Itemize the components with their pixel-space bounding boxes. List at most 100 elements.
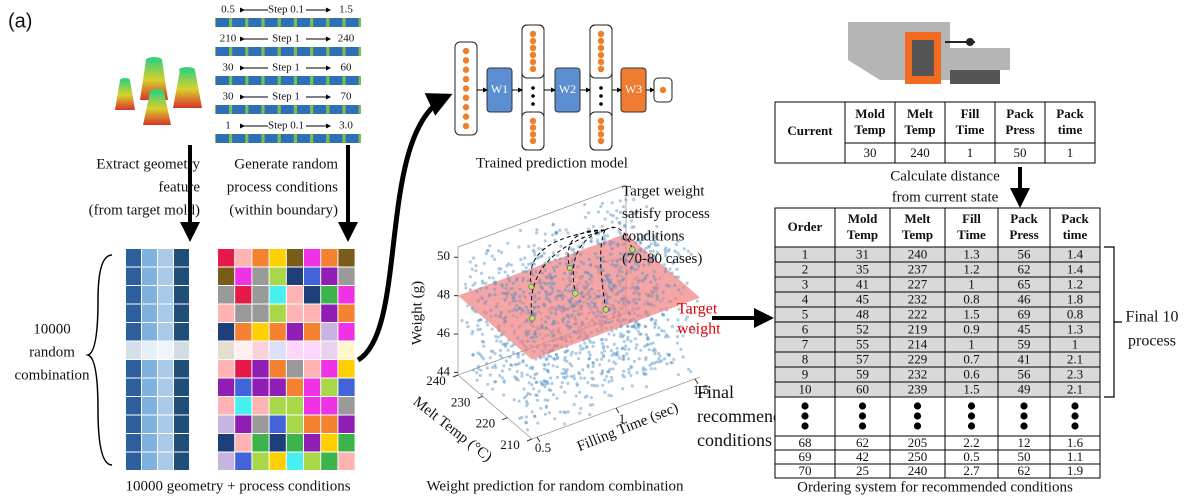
plot-annotation: Target weight xyxy=(622,183,705,199)
cell-value: 7 xyxy=(802,336,809,351)
sample-point xyxy=(631,384,634,387)
sample-point xyxy=(552,357,555,360)
neuron xyxy=(530,45,536,51)
column-header: Melt xyxy=(907,106,934,121)
ellipsis xyxy=(1020,412,1027,419)
sample-point xyxy=(615,209,618,212)
sample-point xyxy=(510,293,513,296)
sample-point xyxy=(653,287,656,290)
geometry-cell xyxy=(158,268,173,286)
sample-point xyxy=(526,309,529,312)
sample-point xyxy=(494,366,497,369)
neuron xyxy=(598,118,604,124)
sample-point xyxy=(583,377,586,380)
geometry-cell xyxy=(142,342,157,360)
sample-point xyxy=(572,248,575,251)
slider-cell xyxy=(313,76,326,85)
sample-point xyxy=(666,318,669,321)
sample-point xyxy=(525,421,528,424)
sample-point xyxy=(653,361,656,364)
plot-annotation: conditions xyxy=(622,228,685,244)
sample-point xyxy=(504,316,507,319)
neuron xyxy=(530,124,536,130)
process-cell xyxy=(321,453,337,471)
column-header: Temp xyxy=(902,227,933,242)
sample-point xyxy=(614,362,617,365)
sample-point xyxy=(560,385,563,388)
sample-point xyxy=(495,305,498,308)
sample-point xyxy=(620,289,623,292)
sample-point xyxy=(592,311,595,314)
sample-point xyxy=(466,321,469,324)
y-tick xyxy=(453,375,458,377)
cell-value: 1 xyxy=(1067,145,1074,160)
sample-point xyxy=(608,359,611,362)
sample-point xyxy=(552,364,555,367)
sample-point xyxy=(552,251,555,254)
slider-min: 30 xyxy=(223,62,235,74)
sample-point xyxy=(545,294,548,297)
process-cell xyxy=(287,323,303,341)
sample-point xyxy=(563,391,566,394)
sample-point xyxy=(625,352,628,355)
sample-point xyxy=(589,353,592,356)
slider-cell xyxy=(265,18,278,27)
sample-point xyxy=(600,351,603,354)
sample-point xyxy=(504,320,507,323)
cell-value: 1 xyxy=(1072,336,1079,351)
sample-point xyxy=(600,372,603,375)
sample-point xyxy=(499,354,502,357)
cell-value: 25 xyxy=(856,463,869,478)
sample-point xyxy=(485,252,488,255)
sample-point xyxy=(507,277,510,280)
sample-point xyxy=(572,309,575,312)
sample-point xyxy=(550,331,553,334)
ellipsis xyxy=(968,412,975,419)
sample-point xyxy=(510,287,513,290)
process-cell xyxy=(235,379,251,397)
sample-point xyxy=(609,281,612,284)
sample-point xyxy=(634,337,637,340)
geometry-cell xyxy=(158,360,173,378)
sample-point xyxy=(653,322,656,325)
process-cell xyxy=(218,360,234,378)
slider-cell xyxy=(297,18,310,27)
process-cell xyxy=(270,379,286,397)
sample-point xyxy=(653,326,656,329)
geometry-cell xyxy=(158,397,173,415)
sample-point xyxy=(513,398,516,401)
sample-point xyxy=(525,270,528,273)
z-tick-label: 48 xyxy=(437,287,450,302)
sample-point xyxy=(614,284,617,287)
sample-point xyxy=(638,292,641,295)
sample-point xyxy=(508,355,511,358)
sample-point xyxy=(503,381,506,384)
sample-point xyxy=(648,348,651,351)
process-cell xyxy=(252,249,268,267)
sample-point xyxy=(527,245,530,248)
sample-point xyxy=(589,274,592,277)
cell-value: 62 xyxy=(1018,261,1031,276)
ellipsis xyxy=(1020,422,1027,429)
cell-value: 205 xyxy=(908,435,928,450)
sample-point xyxy=(507,349,510,352)
process-cell xyxy=(287,342,303,360)
sample-point xyxy=(544,269,547,272)
sample-point xyxy=(627,371,630,374)
process-cell xyxy=(338,268,354,286)
ellipsis xyxy=(1020,402,1027,409)
sample-point xyxy=(544,413,547,416)
sample-point xyxy=(546,399,549,402)
sample-point xyxy=(516,352,519,355)
sample-point xyxy=(537,247,540,250)
sample-point xyxy=(555,231,558,234)
neuron xyxy=(598,124,604,130)
sample-point xyxy=(570,303,573,306)
neuron xyxy=(530,59,536,65)
column-header: Temp xyxy=(847,227,878,242)
sample-point xyxy=(547,355,550,358)
sample-point xyxy=(603,234,606,237)
sample-point xyxy=(493,380,496,383)
sample-point xyxy=(685,282,688,285)
slider-cell xyxy=(346,18,359,27)
